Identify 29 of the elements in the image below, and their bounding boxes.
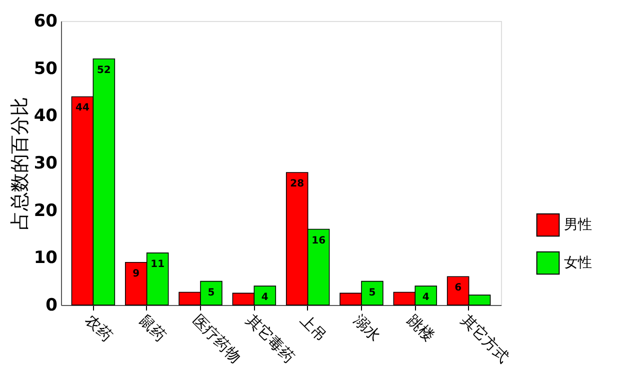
data-label: 44: [76, 102, 90, 114]
x-tick-label: 农药: [82, 311, 116, 346]
data-label: 4: [422, 292, 430, 304]
y-tick-label: 40: [34, 106, 58, 126]
data-label: 52: [96, 64, 111, 76]
x-tick-label: 鼠药: [136, 311, 170, 346]
legend-label: 女性: [564, 255, 592, 271]
data-label: 16: [312, 235, 326, 246]
y-tick-label: 20: [34, 200, 58, 221]
data-label: 11: [150, 258, 165, 270]
x-tick-label: 医疗药物: [189, 311, 244, 366]
y-tick-label: 50: [34, 58, 58, 79]
data-label: 5: [208, 287, 215, 298]
data-label: 28: [290, 178, 304, 190]
y-tick-label: 0: [46, 296, 58, 316]
y-tick-label: 30: [34, 154, 58, 174]
x-tick-label: 其它毒药: [242, 311, 298, 366]
data-label: 9: [132, 268, 140, 280]
data-label: 4: [261, 292, 268, 304]
data-label: 6: [454, 282, 462, 294]
x-tick-label: 其它方式: [457, 311, 513, 366]
y-tick-label: 60: [34, 12, 58, 32]
x-tick-label: 溺水: [350, 311, 384, 346]
y-axis-title: 占总数的百分比: [8, 97, 31, 230]
y-tick-label: 10: [34, 248, 58, 268]
legend-label: 男性: [564, 217, 592, 233]
x-tick-label: 跳楼: [404, 311, 438, 346]
x-tick-label: 上吊: [296, 311, 330, 346]
data-label: 5: [368, 287, 376, 298]
